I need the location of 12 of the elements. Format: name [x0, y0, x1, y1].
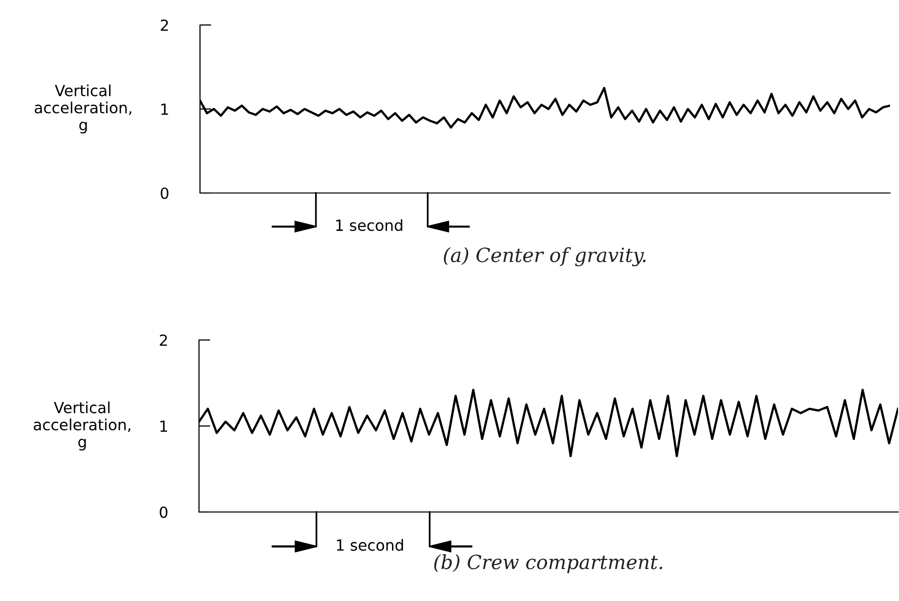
y-tick-label: 0	[160, 187, 168, 200]
y-axis-title: Vertical acceleration, g	[34, 402, 130, 450]
y-axis-title: Vertical acceleration, g	[34, 84, 132, 134]
text: (b) Crew compartment.	[434, 554, 662, 574]
text: 1 second	[336, 219, 402, 232]
y-tick-label: 1	[160, 420, 168, 432]
y-tick-label: 0	[160, 506, 168, 518]
y-tick-label: 1	[161, 104, 168, 115]
y-tick-label: 2	[160, 334, 167, 346]
text: 1 second	[336, 539, 403, 551]
y-tick-label: 2	[160, 19, 168, 31]
text: (a) Center of gravity.	[444, 247, 646, 266]
